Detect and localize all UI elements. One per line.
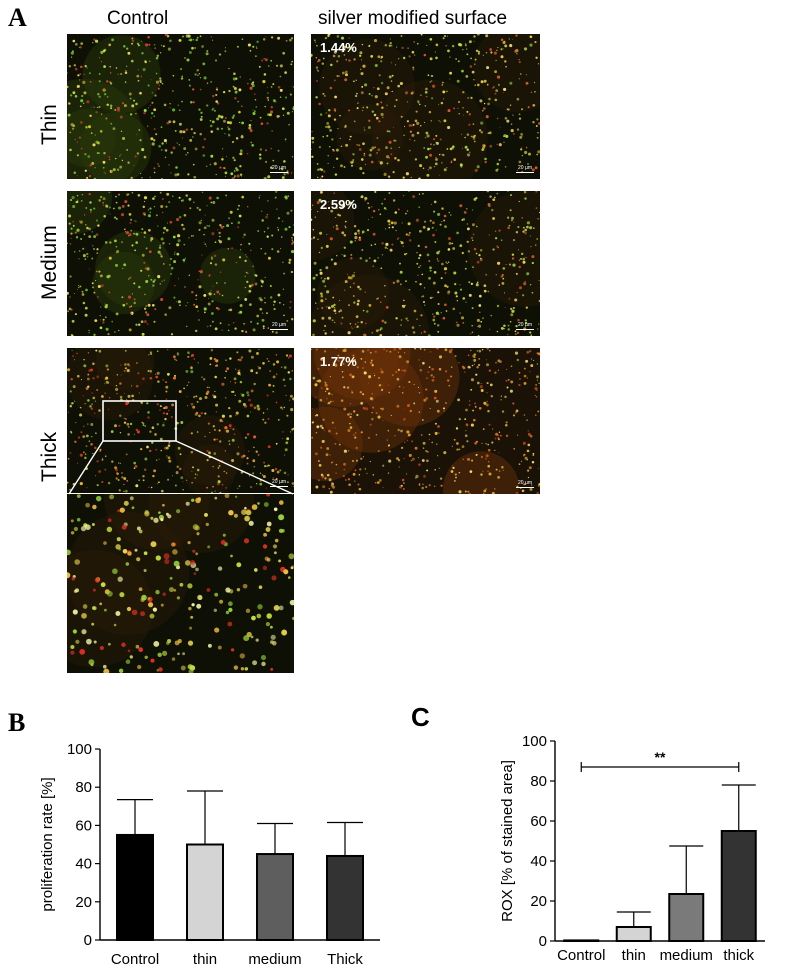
- y-tick-label: 60: [75, 817, 92, 834]
- chart-rox-stained-area: 0 20 40 60 80 100 ROX [% of stained area] Contr…: [499, 733, 765, 964]
- zoom-region-box: [102, 400, 177, 442]
- bar-control: [563, 939, 600, 942]
- micrograph-silver-thick: 1.77% 20 µm: [311, 348, 540, 494]
- scale-bar: 20 µm: [270, 322, 288, 330]
- micrograph-texture: [67, 191, 294, 336]
- scale-bar: 20 µm: [270, 165, 288, 173]
- micrograph-control-medium: 20 µm: [67, 191, 294, 336]
- bar-thin: [186, 843, 224, 941]
- percentage-label-thin: 1.44%: [320, 40, 357, 55]
- x-tick-label: medium: [248, 951, 301, 968]
- bar-thick: [720, 830, 757, 942]
- panel-a-letter: A: [8, 3, 27, 32]
- micrograph-silver-thin: 1.44% 20 µm: [311, 34, 540, 179]
- y-tick-label: 100: [67, 741, 92, 758]
- micrograph-texture: [311, 191, 540, 336]
- micrograph-texture: [67, 348, 294, 493]
- micrograph-texture: [67, 34, 294, 179]
- y-tick-label: 0: [539, 933, 547, 950]
- percentage-label-thick: 1.77%: [320, 354, 357, 369]
- x-tick-label: thick: [723, 947, 754, 964]
- y-tick-label: 80: [530, 773, 547, 790]
- scale-bar: 20 µm: [516, 322, 534, 330]
- micrograph-control-thick: 20 µm: [67, 348, 294, 493]
- y-axis-label: proliferation rate [%]: [39, 777, 56, 911]
- scale-bar: 20 µm: [270, 479, 288, 487]
- y-tick-label: 0: [84, 932, 92, 949]
- chart-proliferation-rate: 0 20 40 60 80 100 proliferation rate [%] Contro…: [39, 741, 380, 968]
- x-tick-label: Control: [111, 951, 159, 968]
- x-tick-label: medium: [660, 947, 713, 964]
- y-tick-label: 100: [522, 733, 547, 750]
- x-tick-label: thin: [193, 951, 217, 968]
- x-tick-label: Thick: [327, 951, 363, 968]
- y-tick-label: 20: [75, 894, 92, 911]
- significance-label: **: [655, 749, 666, 765]
- micrograph-texture: [67, 494, 294, 673]
- percentage-label-medium: 2.59%: [320, 197, 357, 212]
- scale-bar: 20 µm: [516, 165, 534, 173]
- x-tick-label: Control: [557, 947, 605, 964]
- bar-medium: [256, 853, 294, 941]
- bar-control: [116, 833, 154, 941]
- column-header-control: Control: [107, 8, 169, 29]
- y-tick-label: 60: [530, 813, 547, 830]
- y-tick-label: 40: [530, 853, 547, 870]
- column-header-silver: silver modified surface: [318, 8, 508, 29]
- micrograph-zoom-inset: [67, 494, 294, 673]
- y-tick-label: 80: [75, 779, 92, 796]
- panel-c-letter: C: [411, 702, 430, 732]
- micrograph-control-thin: 20 µm: [67, 34, 294, 179]
- y-tick-label: 40: [75, 856, 92, 873]
- panel-b-letter: B: [8, 708, 26, 737]
- bar-thick: [326, 854, 364, 941]
- zoom-connector-right: [175, 440, 294, 495]
- y-tick-label: 20: [530, 893, 547, 910]
- micrograph-texture: [311, 348, 540, 494]
- micrograph-silver-medium: 2.59% 20 µm: [311, 191, 540, 336]
- bar-medium: [668, 893, 705, 942]
- micrograph-texture: [311, 34, 540, 179]
- zoom-connector-left: [68, 440, 104, 495]
- y-axis-label: ROX [% of stained area]: [499, 760, 516, 922]
- bar-thin: [615, 926, 652, 942]
- x-tick-label: thin: [622, 947, 646, 964]
- scale-bar: 20 µm: [516, 480, 534, 488]
